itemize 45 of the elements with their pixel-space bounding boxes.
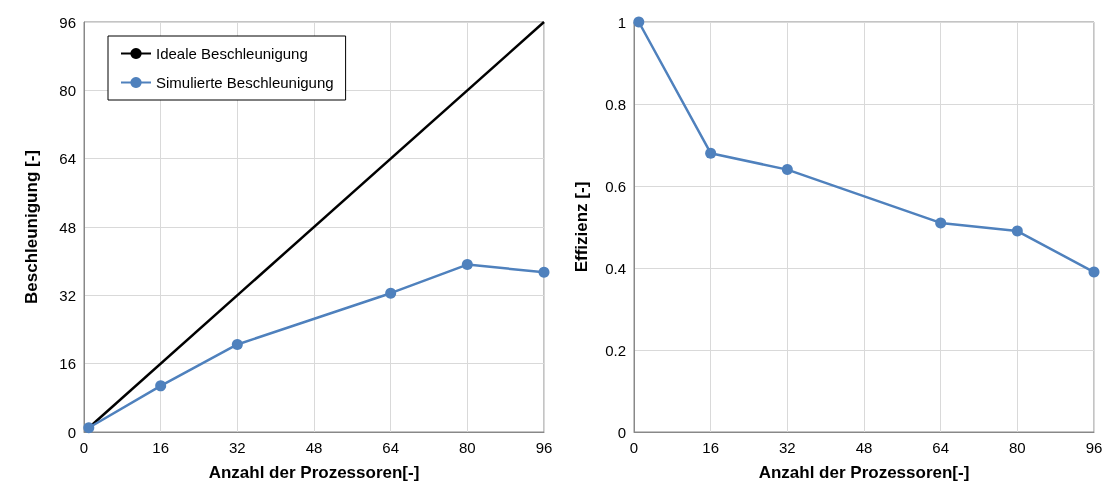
point [1088,266,1100,278]
y-tick-label: 0.4 [605,259,626,277]
x-tick-label: 32 [778,439,796,456]
point [633,16,645,28]
x-tick-label: 80 [1008,439,1026,456]
y-tick-label: 32 [59,286,76,304]
y-tick-label: 80 [59,81,76,99]
y-axis-title: Effizienz [-] [572,181,591,273]
point [231,338,243,350]
x-tick-label: 48 [305,439,323,456]
x-tick-label: 16 [702,439,720,456]
x-tick-label: 48 [855,439,873,456]
x-tick-label: 32 [228,439,246,456]
y-tick-label: 96 [59,13,76,31]
x-tick-label: 80 [458,439,476,456]
x-tick-label: 0 [629,439,639,456]
y-tick-label: 48 [59,218,76,236]
y-tick-label: 0.6 [605,177,626,195]
y-tick-label: 0 [67,423,76,441]
legend-label: Simulierte Beschleunigung [156,74,334,91]
x-tick-label: 64 [382,439,400,456]
y-tick-label: 64 [59,150,76,168]
x-tick-label: 64 [932,439,950,456]
x-tick-label: 96 [1085,439,1103,456]
point [538,266,550,278]
point [1011,225,1023,237]
x-tick-label: 16 [152,439,170,456]
x-axis-title: Anzahl der Prozessoren[-] [758,463,970,482]
point [155,380,167,392]
y-tick-label: 16 [59,355,76,373]
point [705,147,717,159]
x-tick-label: 96 [535,439,553,456]
y-tick-label: 0 [617,423,626,441]
point [935,217,947,229]
legend-label: Ideale Beschleunigung [156,45,308,62]
y-tick-label: 0.8 [605,95,626,113]
point [461,259,473,271]
point [781,164,793,176]
y-tick-label: 1 [617,13,626,31]
x-axis-title: Anzahl der Prozessoren[-] [208,463,420,482]
x-tick-label: 0 [79,439,89,456]
point [385,287,397,299]
y-axis-title: Beschleunigung [-] [22,150,41,304]
y-tick-label: 0.2 [605,341,626,359]
point [83,422,95,434]
